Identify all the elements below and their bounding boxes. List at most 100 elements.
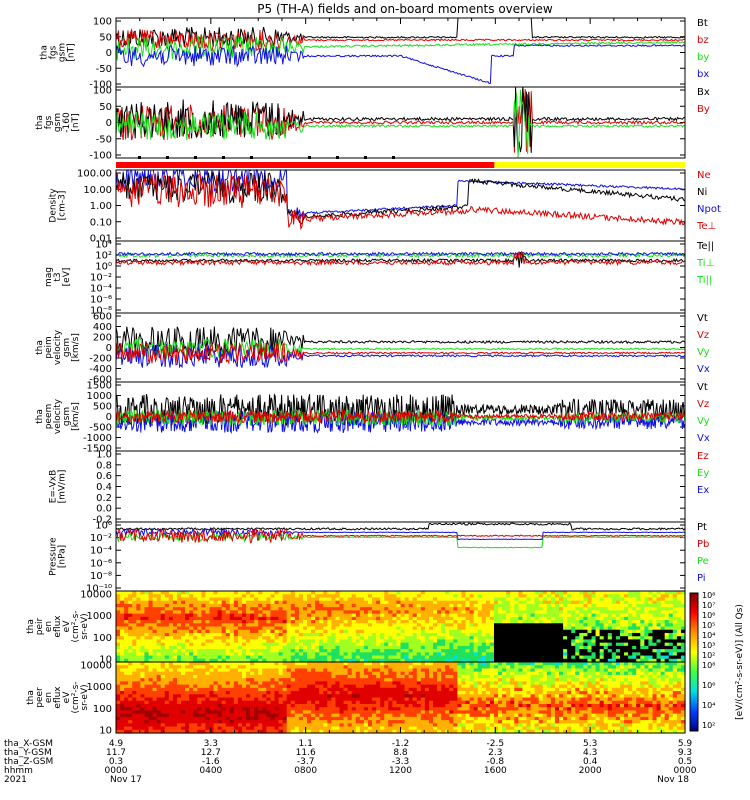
spec-cell [599, 629, 605, 634]
spec-cell [246, 620, 251, 624]
spec-cell [201, 726, 207, 731]
spec-cell [428, 642, 434, 647]
spec-cell [302, 620, 308, 624]
spec-cell [290, 649, 296, 653]
spec-cell [209, 639, 215, 644]
spec-cell [648, 649, 654, 653]
spec-cell [164, 716, 170, 721]
spec-cell [615, 597, 621, 602]
spec-cell [181, 697, 186, 702]
spec-cell [160, 684, 166, 689]
spec-cell [559, 649, 564, 653]
spec-cell [335, 671, 341, 676]
spec-cell [498, 620, 503, 624]
spec-cell [538, 626, 544, 631]
spec-cell [302, 710, 308, 715]
spec-cell [197, 668, 202, 673]
spec-cell [347, 707, 353, 712]
spec-cell [388, 662, 393, 666]
spec-cell [140, 713, 146, 718]
spec-cell [176, 678, 182, 682]
spec-cell [510, 603, 515, 608]
spec-cell [416, 649, 422, 653]
spec-cell [164, 652, 170, 657]
spec-cell [262, 671, 267, 676]
spec-cell [319, 668, 324, 673]
spec-cell [579, 626, 584, 631]
spec-cell [485, 616, 491, 621]
spec-cell [307, 626, 312, 631]
spec-cell [116, 591, 121, 595]
spec-cell [201, 729, 207, 734]
spec-cell [254, 707, 259, 712]
spec-cell [217, 710, 223, 715]
spec-cell [286, 639, 292, 644]
spec-cell [640, 645, 645, 650]
spec-cell [465, 629, 471, 634]
spec-cell [319, 674, 324, 679]
spec-cell [152, 639, 158, 644]
spec-cell [164, 610, 170, 615]
spec-cell [185, 603, 190, 608]
spec-cell [656, 594, 662, 599]
spec-cell [587, 658, 593, 663]
spec-cell [538, 642, 544, 647]
spec-cell [363, 691, 369, 695]
spec-cell [294, 697, 300, 702]
spec-cell [632, 610, 637, 615]
spec-cell [307, 636, 312, 641]
spec-cell [246, 658, 251, 663]
spec-cell [241, 726, 247, 731]
spec-cell [420, 597, 426, 602]
spec-cell [412, 603, 418, 608]
spec-cell [412, 645, 418, 650]
spec-cell [587, 645, 593, 650]
spec-cell [152, 658, 158, 663]
spec-cell [233, 613, 239, 618]
spec-cell [343, 597, 349, 602]
spec-cell [384, 665, 389, 670]
spec-cell [233, 687, 239, 692]
spec-cell [128, 687, 133, 692]
spec-cell [469, 642, 475, 647]
spec-cell [420, 639, 426, 644]
spec-cell [319, 729, 324, 734]
spec-cell [258, 623, 263, 628]
spec-cell [201, 597, 207, 602]
spec-cell [457, 655, 463, 660]
spec-cell [522, 613, 528, 618]
ytick-label: 10⁻¹⁰ [86, 584, 112, 595]
spec-cell [156, 681, 162, 686]
spec-cell [567, 649, 572, 653]
spec-cell [331, 594, 337, 599]
spec-cell [359, 636, 365, 641]
spec-cell [563, 594, 568, 599]
spec-cell [315, 668, 320, 673]
spec-cell [213, 642, 219, 647]
spec-cell [294, 668, 300, 673]
spec-cell [530, 610, 536, 615]
spec-cell [396, 603, 402, 608]
spec-cell [176, 684, 182, 689]
spec-cell [189, 600, 194, 605]
spec-cell [359, 707, 365, 712]
spec-cell [400, 597, 406, 602]
spec-cell [262, 700, 267, 705]
spec-cell [554, 591, 560, 595]
spec-cell [197, 649, 202, 653]
spec-cell [290, 691, 296, 695]
spec-cell [506, 629, 511, 634]
spec-cell [392, 665, 398, 670]
spec-cell [246, 674, 251, 679]
spec-cell [376, 716, 381, 721]
spec-cell [347, 591, 353, 595]
spec-cell [290, 639, 296, 644]
spec-cell [229, 694, 235, 699]
spec-cell [132, 665, 137, 670]
ytick-label: 10.00 [83, 185, 112, 196]
spec-cell [372, 649, 377, 653]
spec-cell [262, 632, 267, 637]
spec-cell [575, 639, 580, 644]
spec-cell [311, 658, 316, 663]
spec-cell [636, 600, 641, 605]
